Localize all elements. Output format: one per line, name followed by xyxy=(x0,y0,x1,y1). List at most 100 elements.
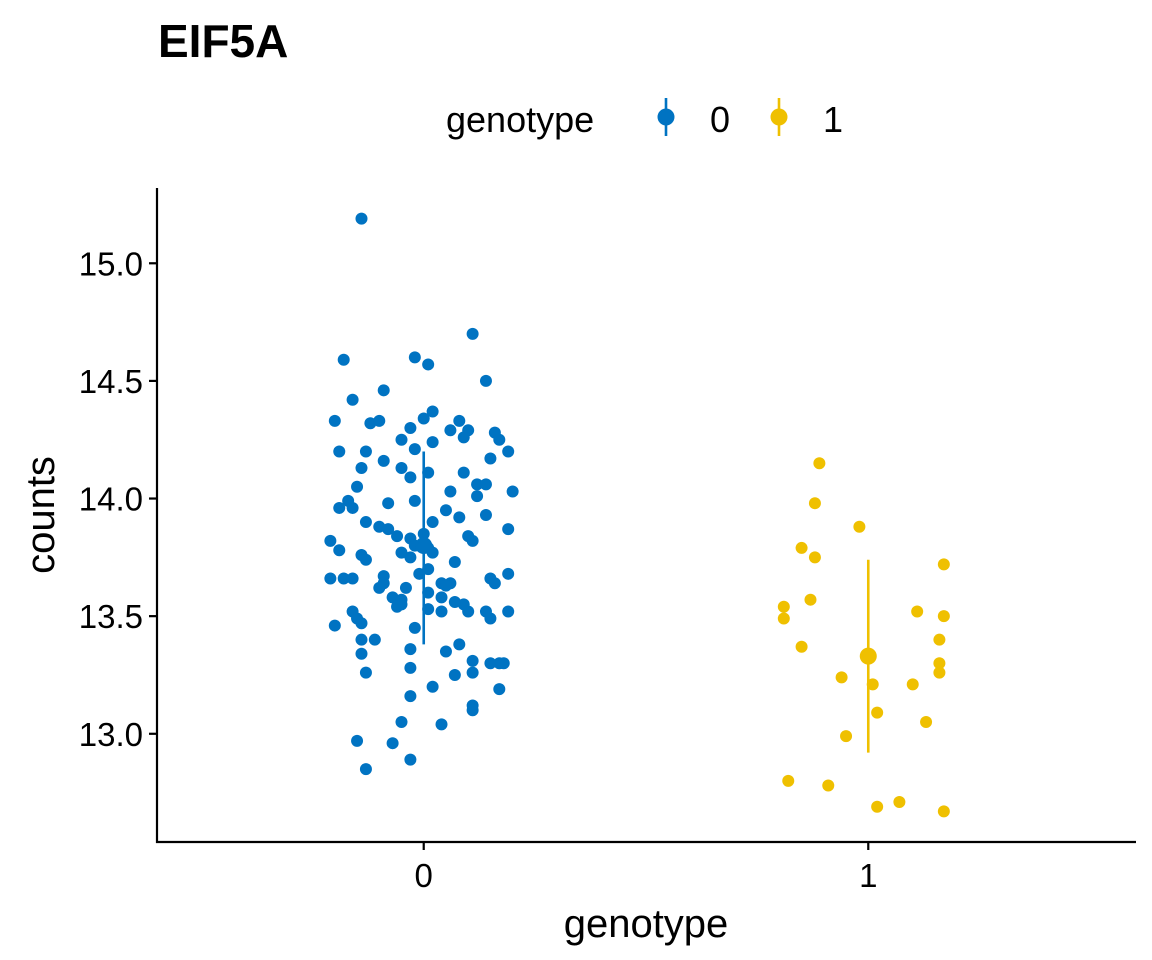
data-point-genotype-1 xyxy=(840,730,853,743)
data-point-genotype-1 xyxy=(911,605,924,618)
data-point-genotype-0 xyxy=(359,666,372,679)
data-point-genotype-0 xyxy=(377,384,390,397)
data-point-genotype-0 xyxy=(471,490,484,503)
data-point-genotype-0 xyxy=(408,351,421,364)
data-point-genotype-0 xyxy=(337,353,350,366)
data-point-genotype-1 xyxy=(871,706,884,719)
data-point-genotype-0 xyxy=(324,572,337,585)
data-point-genotype-0 xyxy=(479,478,492,491)
data-point-genotype-0 xyxy=(422,466,435,479)
data-point-genotype-0 xyxy=(377,454,390,467)
data-point-genotype-0 xyxy=(484,612,497,625)
data-point-genotype-0 xyxy=(453,638,466,651)
data-point-genotype-0 xyxy=(444,424,457,437)
data-point-genotype-1 xyxy=(777,612,790,625)
data-point-genotype-0 xyxy=(404,753,417,766)
data-point-genotype-1 xyxy=(853,520,866,533)
data-point-genotype-0 xyxy=(346,572,359,585)
data-point-genotype-1 xyxy=(937,610,950,623)
data-point-genotype-0 xyxy=(426,516,439,529)
data-point-genotype-1 xyxy=(893,796,906,809)
legend-label-0: 0 xyxy=(710,99,730,140)
legend-label-1: 1 xyxy=(823,99,843,140)
data-point-genotype-0 xyxy=(479,374,492,387)
data-point-genotype-0 xyxy=(404,643,417,656)
data-point-genotype-0 xyxy=(386,737,399,750)
data-point-genotype-0 xyxy=(484,452,497,465)
data-point-genotype-0 xyxy=(426,436,439,449)
data-point-genotype-0 xyxy=(439,579,452,592)
data-point-genotype-0 xyxy=(457,431,470,444)
data-point-genotype-1 xyxy=(808,497,821,510)
data-point-genotype-0 xyxy=(462,605,475,618)
data-point-genotype-0 xyxy=(324,534,337,547)
y-tick-label: 13.0 xyxy=(79,716,143,753)
data-point-genotype-0 xyxy=(408,443,421,456)
data-point-genotype-0 xyxy=(395,546,408,559)
data-point-genotype-0 xyxy=(435,605,448,618)
legend-key-point-1 xyxy=(770,108,788,126)
data-point-genotype-1 xyxy=(795,541,808,554)
data-point-genotype-1 xyxy=(920,716,933,729)
data-point-genotype-0 xyxy=(493,683,506,696)
y-tick-label: 15.0 xyxy=(79,245,143,282)
data-point-genotype-0 xyxy=(368,633,381,646)
data-point-genotype-0 xyxy=(471,478,484,491)
data-point-genotype-0 xyxy=(359,553,372,566)
data-point-genotype-0 xyxy=(382,523,395,536)
data-point-genotype-0 xyxy=(391,600,404,613)
data-point-genotype-0 xyxy=(502,567,515,580)
data-point-genotype-1 xyxy=(777,600,790,613)
y-tick-label: 14.0 xyxy=(79,481,143,518)
data-point-genotype-0 xyxy=(466,666,479,679)
data-point-genotype-1 xyxy=(937,558,950,571)
summary-mean-genotype-1 xyxy=(859,647,877,665)
data-point-genotype-0 xyxy=(373,581,386,594)
data-point-genotype-0 xyxy=(359,445,372,458)
legend: genotype 0 1 xyxy=(446,98,843,140)
data-point-genotype-1 xyxy=(822,779,835,792)
data-point-genotype-0 xyxy=(448,668,461,681)
summary-mean-genotype-0 xyxy=(415,537,433,555)
data-point-genotype-0 xyxy=(493,433,506,446)
data-point-genotype-0 xyxy=(457,466,470,479)
y-tick-label: 13.5 xyxy=(79,598,143,635)
data-point-genotype-0 xyxy=(422,586,435,599)
data-point-genotype-1 xyxy=(795,640,808,653)
data-point-genotype-0 xyxy=(359,763,372,776)
data-point-genotype-0 xyxy=(404,551,417,564)
data-point-genotype-0 xyxy=(453,511,466,524)
data-point-genotype-0 xyxy=(488,577,501,590)
data-point-genotype-0 xyxy=(355,461,368,474)
data-point-genotype-0 xyxy=(453,414,466,427)
data-point-genotype-0 xyxy=(399,581,412,594)
data-point-genotype-0 xyxy=(337,572,350,585)
data-point-genotype-0 xyxy=(395,716,408,729)
data-point-genotype-0 xyxy=(422,358,435,371)
data-point-genotype-0 xyxy=(355,617,368,630)
data-point-genotype-0 xyxy=(404,471,417,484)
data-point-genotype-0 xyxy=(444,485,457,498)
data-point-genotype-0 xyxy=(351,480,364,493)
data-point-genotype-1 xyxy=(906,678,919,691)
axes xyxy=(155,188,1136,844)
data-point-genotype-0 xyxy=(404,421,417,434)
data-point-genotype-1 xyxy=(933,657,946,670)
data-point-genotype-1 xyxy=(871,800,884,813)
data-point-genotype-0 xyxy=(466,704,479,717)
data-point-genotype-0 xyxy=(435,591,448,604)
data-point-genotype-1 xyxy=(804,593,817,606)
data-point-genotype-1 xyxy=(933,666,946,679)
data-point-genotype-1 xyxy=(933,633,946,646)
data-point-genotype-0 xyxy=(502,523,515,536)
data-point-genotype-0 xyxy=(328,619,341,632)
x-tick-label: 0 xyxy=(415,857,433,894)
data-point-genotype-0 xyxy=(484,657,497,670)
data-point-genotype-0 xyxy=(333,501,346,514)
y-tick-label: 14.5 xyxy=(79,363,143,400)
data-point-genotype-0 xyxy=(502,605,515,618)
data-point-genotype-0 xyxy=(395,461,408,474)
data-point-genotype-0 xyxy=(355,647,368,660)
x-tick-label: 1 xyxy=(859,857,877,894)
